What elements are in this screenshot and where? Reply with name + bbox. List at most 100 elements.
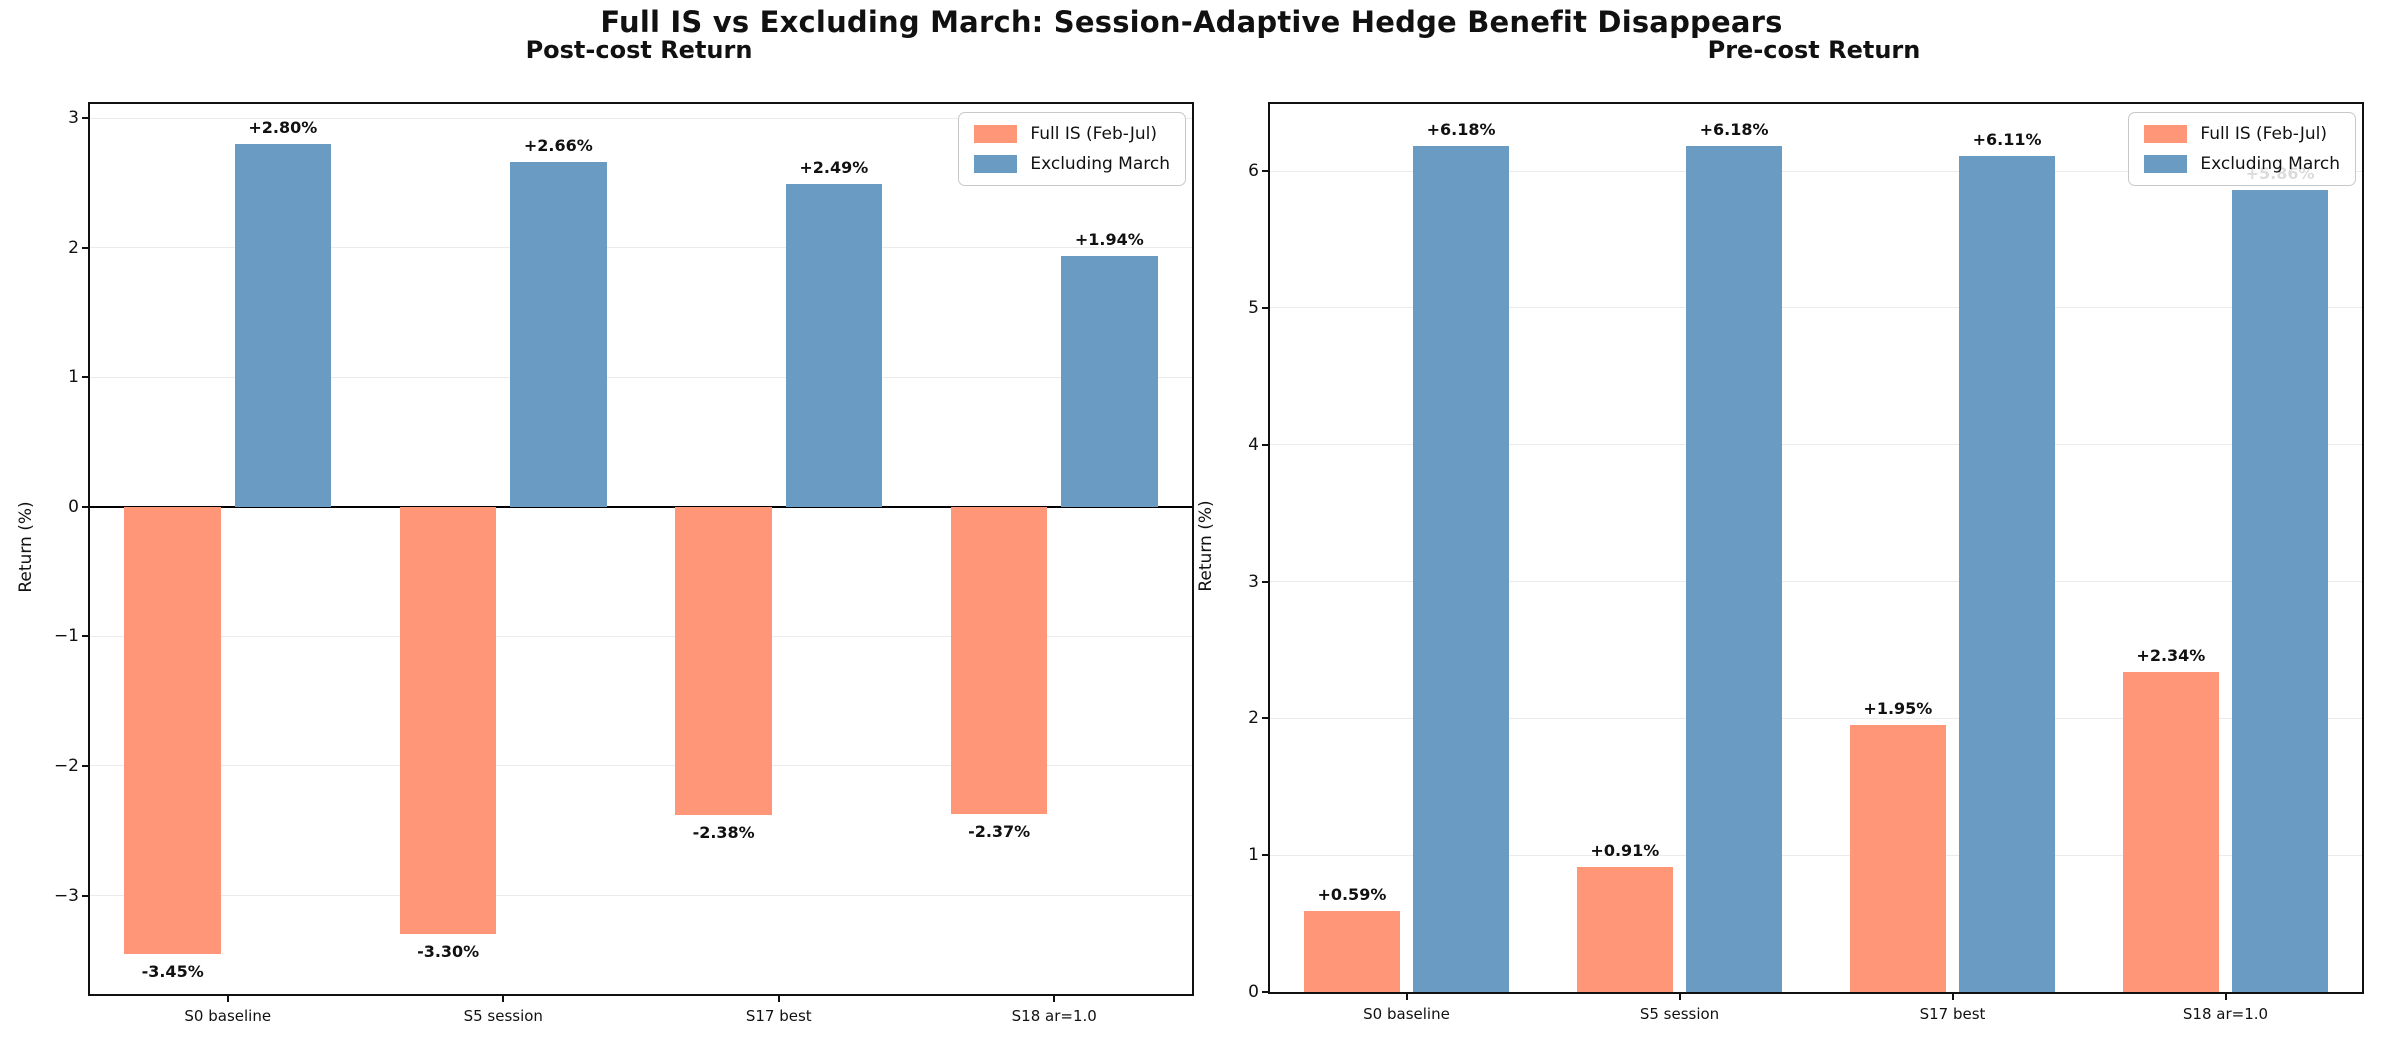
bar-value-label: +6.18% bbox=[1426, 120, 1496, 140]
x-tick-label: S5 session bbox=[1639, 1005, 1720, 1023]
x-tick bbox=[1405, 992, 1408, 1000]
bar bbox=[1061, 255, 1158, 507]
legend-item: Excluding March bbox=[2144, 154, 2340, 174]
y-tick-label: 3 bbox=[1248, 571, 1259, 592]
y-tick-label: 3 bbox=[68, 108, 79, 129]
y-tick-label: 1 bbox=[68, 367, 79, 388]
bar-value-label: +2.49% bbox=[799, 158, 869, 178]
y-tick-label: 2 bbox=[68, 237, 79, 258]
x-tick bbox=[777, 994, 780, 1002]
y-tick bbox=[82, 246, 90, 249]
y-axis-label: Return (%) bbox=[16, 501, 36, 593]
legend-swatch-excluding-march bbox=[2144, 155, 2188, 173]
gridline bbox=[90, 117, 1192, 119]
x-tick-label: S17 best bbox=[1919, 1005, 1986, 1023]
y-tick-label: 4 bbox=[1248, 434, 1259, 455]
legend-item: Full IS (Feb-Jul) bbox=[974, 124, 1170, 144]
y-tick bbox=[1262, 306, 1270, 309]
y-axis-label: Return (%) bbox=[1196, 500, 1216, 592]
y-tick-label: −3 bbox=[53, 885, 79, 906]
y-tick bbox=[1262, 717, 1270, 720]
x-tick bbox=[1053, 994, 1056, 1002]
bar-value-label: +1.94% bbox=[1074, 229, 1144, 249]
legend-swatch-full-is bbox=[2144, 125, 2188, 143]
y-tick bbox=[1262, 991, 1270, 993]
y-tick bbox=[82, 764, 90, 767]
legend-item: Full IS (Feb-Jul) bbox=[2144, 124, 2340, 144]
y-tick-label: 2 bbox=[1248, 708, 1259, 729]
legend-swatch-excluding-march bbox=[974, 155, 1018, 173]
y-tick-label: 6 bbox=[1248, 161, 1259, 182]
x-tick bbox=[502, 994, 505, 1002]
y-tick bbox=[1262, 854, 1270, 857]
gridline bbox=[90, 765, 1192, 767]
bar bbox=[124, 506, 221, 954]
gridline bbox=[1270, 444, 2362, 446]
legend-label: Excluding March bbox=[2200, 154, 2340, 174]
bar-value-label: +0.59% bbox=[1317, 885, 1387, 905]
bar bbox=[950, 506, 1048, 814]
subplot-title: Pre-cost Return bbox=[1707, 36, 1921, 64]
x-tick-label: S18 ar=1.0 bbox=[2182, 1005, 2269, 1023]
gridline bbox=[90, 895, 1192, 897]
bar-value-label: +2.80% bbox=[248, 118, 318, 138]
bar-value-label: +6.18% bbox=[1699, 120, 1769, 140]
legend: Full IS (Feb-Jul) Excluding March bbox=[2128, 112, 2356, 186]
legend-item: Excluding March bbox=[974, 154, 1170, 174]
gridline bbox=[1270, 581, 2362, 583]
bar bbox=[510, 162, 607, 507]
gridline bbox=[90, 635, 1192, 637]
bar bbox=[675, 506, 772, 816]
bar-value-label: -3.30% bbox=[417, 942, 480, 962]
x-tick-label: S0 baseline bbox=[184, 1007, 272, 1025]
bar-value-label: -3.45% bbox=[141, 961, 204, 981]
bar bbox=[1413, 146, 1509, 992]
bar-value-label: -2.38% bbox=[692, 823, 755, 843]
x-tick bbox=[226, 994, 229, 1002]
bar-value-label: +6.11% bbox=[1972, 129, 2042, 149]
y-tick bbox=[82, 117, 90, 120]
bar-value-label: -2.37% bbox=[968, 821, 1031, 841]
y-tick-label: −2 bbox=[53, 755, 79, 776]
gridline bbox=[1270, 307, 2362, 309]
y-tick-label: 5 bbox=[1248, 297, 1259, 318]
legend-label: Excluding March bbox=[1030, 154, 1170, 174]
figure-title: Full IS vs Excluding March: Session-Adap… bbox=[600, 5, 1783, 39]
subplot-post-cost: Post-cost Return Return (%) 3 2 1 0 −1 −2 −3 -3… bbox=[16, 36, 1194, 1025]
bar-value-label: +0.91% bbox=[1590, 841, 1660, 861]
gridline bbox=[1270, 854, 2362, 856]
x-tick bbox=[1678, 992, 1681, 1000]
bar bbox=[1304, 911, 1400, 992]
bar-value-label: +2.34% bbox=[2136, 645, 2206, 665]
legend-label: Full IS (Feb-Jul) bbox=[1030, 124, 1157, 144]
legend-label: Full IS (Feb-Jul) bbox=[2200, 124, 2327, 144]
bar bbox=[1577, 867, 1673, 992]
zero-line bbox=[90, 505, 1192, 508]
subplot-title: Post-cost Return bbox=[525, 36, 753, 64]
bar bbox=[2232, 190, 2328, 992]
gridline bbox=[90, 376, 1192, 378]
gridline bbox=[1270, 170, 2362, 172]
x-tick-label: S0 baseline bbox=[1363, 1005, 1450, 1023]
y-tick-label: 0 bbox=[68, 496, 79, 517]
x-tick-label: S18 ar=1.0 bbox=[1011, 1007, 1097, 1025]
axes-area: 3 2 1 0 −1 −2 −3 -3.45% -3.30% -2.38% -2.37% +2.80%… bbox=[54, 102, 1194, 1025]
y-tick bbox=[1262, 170, 1270, 173]
bar-value-label: +1.95% bbox=[1863, 699, 1933, 719]
bar bbox=[1686, 146, 1782, 992]
y-tick bbox=[82, 505, 90, 508]
gridline bbox=[1270, 717, 2362, 719]
legend-swatch-full-is bbox=[974, 125, 1018, 143]
x-tick bbox=[1951, 992, 1954, 1000]
bar bbox=[1850, 725, 1946, 992]
bar-value-label: +2.66% bbox=[523, 136, 593, 156]
y-tick bbox=[82, 894, 90, 897]
y-tick-label: 1 bbox=[1248, 845, 1259, 866]
bar bbox=[785, 184, 883, 507]
axes-area: 0 1 2 3 4 5 6 +0.59% +0.91% +1.95% +2.34% +6.18% +6.… bbox=[1248, 102, 2364, 1023]
legend: Full IS (Feb-Jul) Excluding March bbox=[958, 112, 1186, 186]
y-tick bbox=[1262, 580, 1270, 583]
subplot-pre-cost: Pre-cost Return Return (%) 0 1 2 3 4 5 6 +0.59%… bbox=[1196, 36, 2364, 1023]
y-tick-label: −1 bbox=[53, 626, 79, 647]
